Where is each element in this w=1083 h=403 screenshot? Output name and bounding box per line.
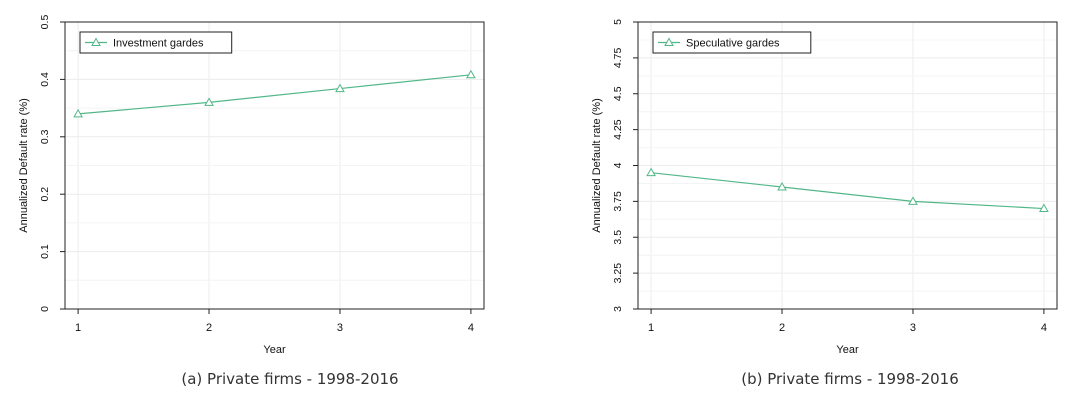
data-point-marker xyxy=(646,167,656,177)
data-point-marker xyxy=(73,108,83,118)
caption-a: (a) Private firms - 1998-2016 xyxy=(181,370,399,388)
y-tick-label: 0.2 xyxy=(39,187,51,202)
x-axis-label: Year xyxy=(836,344,859,356)
y-tick-label: 4.25 xyxy=(612,119,624,140)
x-tick-label: 3 xyxy=(910,322,916,334)
chart-panel-b: 1 2 3 4 3 3.25 3.5 3.75 4 4.25 4.5 4.75 5 Year Annuali… xyxy=(591,19,1058,356)
x-axis-label: Year xyxy=(263,344,286,356)
series-line xyxy=(651,172,1044,210)
y-tick-label: 3.5 xyxy=(612,230,624,245)
series-line xyxy=(78,74,471,115)
data-point-marker xyxy=(777,182,787,191)
y-tick-label: 3 xyxy=(612,306,624,312)
chart-panel-a: 1 2 3 4 0 0.1 0.2 0.3 0.4 0.5 Year Annualized Defau… xyxy=(18,15,485,356)
x-tick-label: 4 xyxy=(1041,322,1047,334)
x-tick-label: 3 xyxy=(337,322,343,334)
y-tick-label: 3.25 xyxy=(612,263,624,284)
x-tick-label: 4 xyxy=(468,322,474,334)
legend-label: Speculative gardes xyxy=(686,38,780,50)
data-point-marker xyxy=(908,196,918,205)
y-tick-label: 0 xyxy=(39,306,51,312)
y-tick-label: 4.75 xyxy=(612,47,624,68)
x-tick-label: 2 xyxy=(779,322,785,334)
y-axis-label: Annualized Default rate (%) xyxy=(591,98,603,233)
y-tick-label: 0.1 xyxy=(39,244,51,259)
y-tick-label: 3.75 xyxy=(612,191,624,212)
data-point-marker xyxy=(466,69,476,79)
legend-marker-sample xyxy=(664,37,674,46)
x-tick-label: 1 xyxy=(648,322,654,334)
legend-box xyxy=(79,31,233,54)
y-tick-label: 5 xyxy=(612,19,624,25)
x-tick-label: 1 xyxy=(75,322,81,334)
y-tick-label: 0.4 xyxy=(39,72,51,87)
x-tick-label: 2 xyxy=(206,322,212,334)
caption-b: (b) Private firms - 1998-2016 xyxy=(741,370,959,388)
y-tick-label: 0.5 xyxy=(39,15,51,30)
y-axis-label: Annualized Default rate (%) xyxy=(18,98,30,233)
y-tick-label: 4.5 xyxy=(612,86,624,101)
y-tick-label: 4 xyxy=(612,162,624,168)
plot-border xyxy=(64,21,485,310)
legend-marker-sample xyxy=(91,37,101,46)
y-tick-label: 0.3 xyxy=(39,129,51,144)
legend-label: Investment gardes xyxy=(113,38,204,50)
data-point-marker xyxy=(335,83,345,93)
legend-box xyxy=(652,31,812,54)
data-point-marker xyxy=(204,97,214,106)
data-point-marker xyxy=(1039,203,1049,213)
